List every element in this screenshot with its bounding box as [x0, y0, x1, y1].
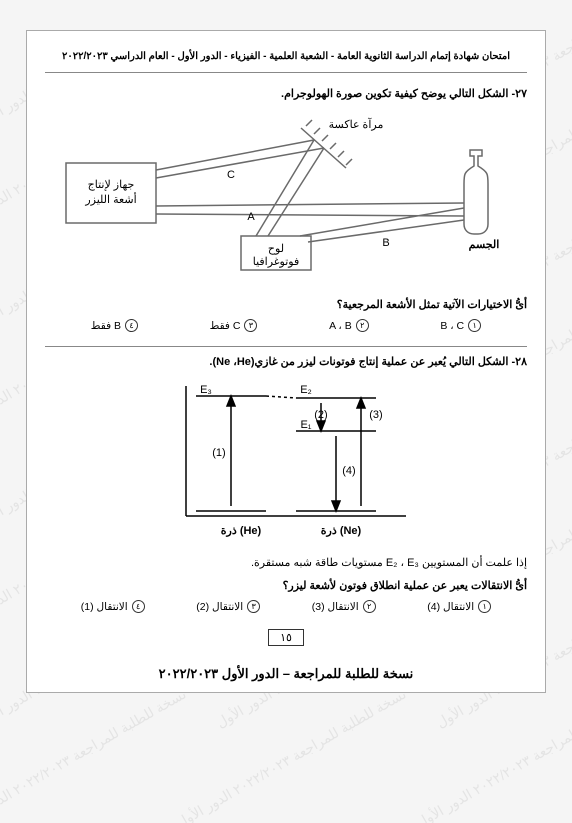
label-object: الجسم — [469, 239, 500, 251]
footer-text: نسخة للطلبة للمراجعة – الدور الأول ٢٠٢٢/… — [45, 658, 527, 682]
option-label: A ، B — [329, 320, 352, 332]
label-atomNe: ذرة (Ne) — [321, 525, 362, 537]
answer-option[interactable]: ٢ الانتقال (3) — [312, 600, 376, 613]
hologram-diagram: جهاز لإنتاج أشعة الليزر مرآة عاكسة لوح ف… — [56, 108, 516, 288]
answer-option[interactable]: ١ B ، C — [440, 319, 481, 332]
option-marker: ٢ — [363, 600, 376, 613]
option-label: B فقط — [91, 320, 121, 332]
option-label: C فقط — [210, 320, 241, 332]
answer-option[interactable]: ٢ A ، B — [329, 319, 369, 332]
option-label: الانتقال (4) — [427, 601, 474, 613]
label-t2: (2) — [314, 409, 327, 421]
exam-page: امتحان شهادة إتمام الدراسة الثانوية العا… — [26, 30, 546, 693]
option-label: B ، C — [440, 320, 464, 332]
watermark-text: نسخة للطلبة للمراجعة ٢٠٢٢/٢٠٢٣ الدور الأ… — [0, 686, 189, 823]
exam-header: امتحان شهادة إتمام الدراسة الثانوية العا… — [45, 51, 527, 73]
label-plate-l2: فوتوغرافيا — [253, 256, 300, 268]
q28-text: ٢٨- الشكل التالي يُعبر عن عملية إنتاج فو… — [45, 355, 527, 368]
option-marker: ١ — [478, 600, 491, 613]
answer-option[interactable]: ٣ الانتقال (2) — [196, 600, 260, 613]
watermark-text: نسخة للطلبة للمراجعة ٢٠٢٢/٢٠٢٣ الدور الأ… — [173, 686, 409, 823]
label-plate-l1: لوح — [268, 243, 284, 255]
option-label: الانتقال (3) — [312, 601, 359, 613]
label-A: A — [247, 211, 255, 223]
label-t3: (3) — [369, 409, 382, 421]
q28-note: إذا علمت أن المستويين E₂ ، E₃ مستويات طا… — [45, 556, 527, 569]
label-B: B — [382, 237, 389, 249]
q27-prompt: أىُّ الاختيارات الآتية تمثل الأشعة المرج… — [45, 298, 527, 311]
label-C: C — [227, 169, 235, 181]
option-marker: ١ — [468, 319, 481, 332]
option-marker: ٤ — [125, 319, 138, 332]
label-E1: E₁ — [300, 419, 311, 431]
answer-option[interactable]: ٤ الانتقال (1) — [81, 600, 145, 613]
label-t4: (4) — [342, 465, 355, 477]
page-number: ١٥ — [268, 629, 304, 646]
answer-option[interactable]: ٣C فقط — [210, 319, 258, 332]
label-mirror: مرآة عاكسة — [329, 118, 384, 131]
label-t1: (1) — [212, 447, 225, 459]
divider — [45, 346, 527, 347]
answer-option[interactable]: ١ الانتقال (4) — [427, 600, 491, 613]
watermark-text: نسخة للطلبة للمراجعة ٢٠٢٢/٢٠٢٣ الدور الأ… — [413, 686, 572, 823]
label-E3: E₃ — [200, 384, 212, 396]
option-marker: ٢ — [356, 319, 369, 332]
label-atomHe: ذرة (He) — [221, 525, 262, 537]
q27-text: ٢٧- الشكل التالي يوضح كيفية تكوين صورة ا… — [45, 87, 527, 100]
label-E2: E₂ — [300, 384, 312, 396]
answer-option[interactable]: ٤ B فقط — [91, 319, 138, 332]
q27-options: ١ B ، C ٢ A ، B ٣C فقط ٤ B فقط — [45, 319, 527, 332]
q28-options: ١ الانتقال (4) ٢ الانتقال (3) ٣ الانتقال (2) ٤… — [45, 600, 527, 613]
label-laser-l1: جهاز لإنتاج — [88, 179, 135, 191]
energy-diagram: E₃ E₂ E₁ (1) (2) (3) (4) ذرة (He) ذرة (N… — [146, 376, 426, 546]
option-marker: ٤ — [132, 600, 145, 613]
option-label: الانتقال (2) — [196, 601, 243, 613]
option-marker: ٣ — [244, 319, 257, 332]
q28-prompt: أىُّ الانتقالات يعبر عن عملية انطلاق فوت… — [45, 579, 527, 592]
label-laser-l2: أشعة الليزر — [84, 192, 136, 206]
question-28: ٢٨- الشكل التالي يُعبر عن عملية إنتاج فو… — [45, 355, 527, 613]
question-27: ٢٧- الشكل التالي يوضح كيفية تكوين صورة ا… — [45, 87, 527, 332]
option-label: الانتقال (1) — [81, 601, 128, 613]
option-marker: ٣ — [247, 600, 260, 613]
